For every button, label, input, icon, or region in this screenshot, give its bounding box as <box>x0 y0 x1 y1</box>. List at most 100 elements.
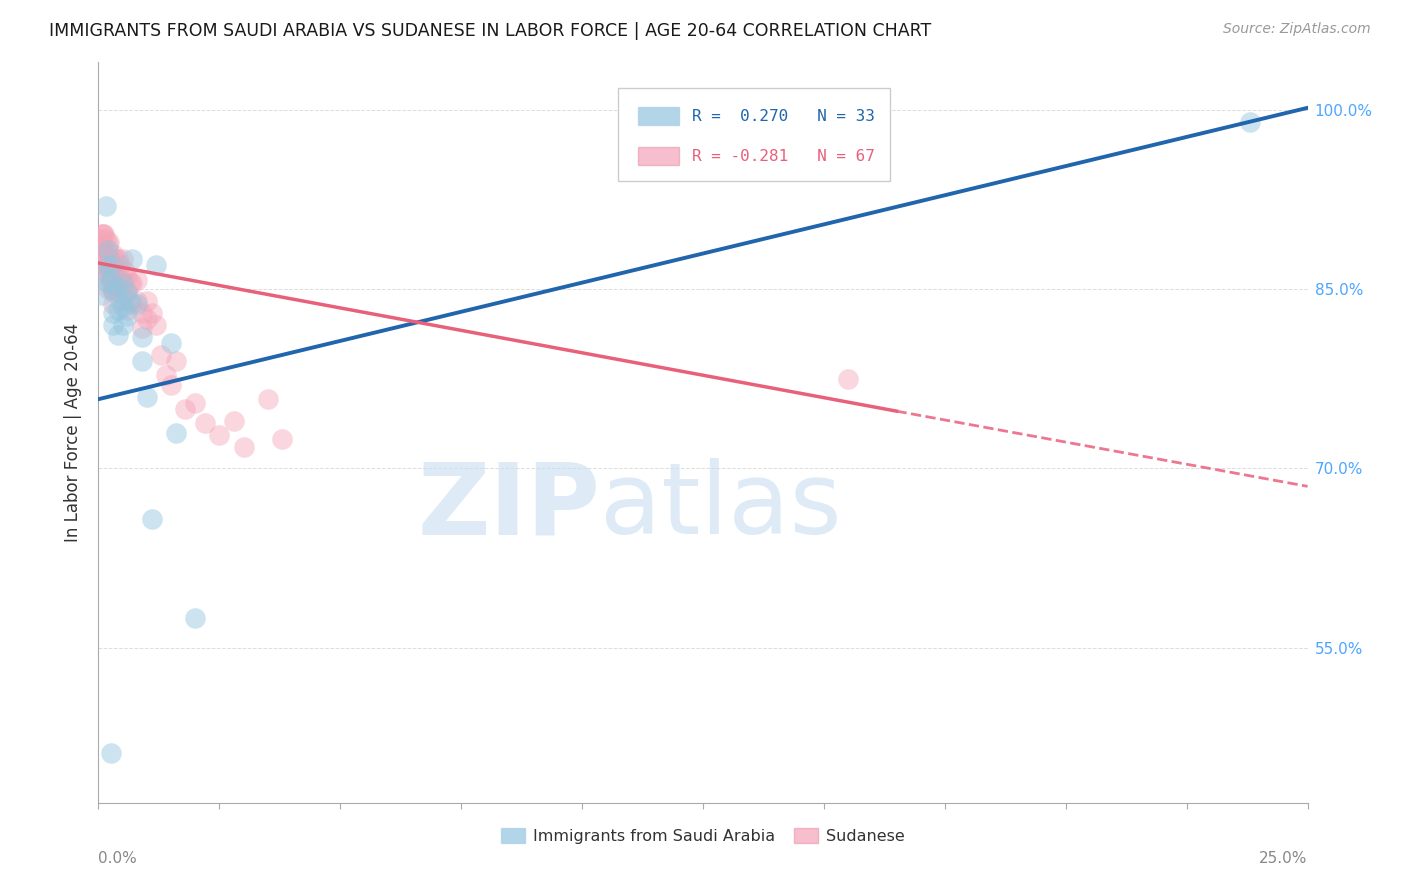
Point <box>118 277 141 291</box>
Point <box>94 232 117 246</box>
Point <box>97 259 120 273</box>
Point <box>222 414 245 428</box>
Point <box>121 252 143 267</box>
Point <box>104 280 127 294</box>
Point <box>94 249 117 263</box>
FancyBboxPatch shape <box>638 107 679 125</box>
Point <box>91 249 114 263</box>
Point <box>93 227 115 242</box>
Point <box>111 318 134 333</box>
Point <box>117 285 139 299</box>
Point <box>108 259 131 273</box>
Point <box>91 259 114 273</box>
Point <box>131 320 153 334</box>
Point <box>89 232 111 246</box>
Point <box>127 273 149 287</box>
Point <box>91 240 114 255</box>
Point <box>118 294 141 309</box>
Point <box>111 252 134 267</box>
Point <box>1239 115 1261 129</box>
Point <box>837 372 859 386</box>
Text: 0.0%: 0.0% <box>98 851 138 865</box>
Point <box>103 252 125 266</box>
Text: IMMIGRANTS FROM SAUDI ARABIA VS SUDANESE IN LABOR FORCE | AGE 20-64 CORRELATION : IMMIGRANTS FROM SAUDI ARABIA VS SUDANESE… <box>49 22 931 40</box>
Point <box>107 327 129 342</box>
Point <box>97 282 120 296</box>
Point <box>127 296 149 310</box>
Point <box>256 392 278 407</box>
Point <box>184 611 207 625</box>
Point <box>90 249 112 263</box>
Point <box>141 511 163 525</box>
Point <box>90 227 112 242</box>
Point <box>135 390 157 404</box>
Point <box>155 368 177 383</box>
Point <box>135 294 157 309</box>
Point <box>131 330 153 344</box>
Point <box>145 318 167 333</box>
Text: ZIP: ZIP <box>418 458 600 555</box>
Point <box>89 259 111 273</box>
Point <box>96 259 118 273</box>
Point <box>117 285 139 299</box>
Point <box>91 236 114 251</box>
Point <box>98 252 121 267</box>
Point <box>131 354 153 368</box>
Point <box>232 440 254 454</box>
Text: Source: ZipAtlas.com: Source: ZipAtlas.com <box>1223 22 1371 37</box>
Point <box>111 288 134 302</box>
Point <box>174 401 197 416</box>
Point <box>160 336 183 351</box>
Point <box>101 282 124 296</box>
Point <box>101 306 124 320</box>
Point <box>100 746 122 760</box>
Point <box>93 252 115 267</box>
Point <box>107 285 129 299</box>
FancyBboxPatch shape <box>619 88 890 181</box>
Point <box>104 264 127 278</box>
Point <box>91 268 114 282</box>
Point <box>107 280 129 294</box>
Point <box>91 288 114 302</box>
Point <box>111 273 134 287</box>
Point <box>135 312 157 326</box>
Point <box>89 246 111 260</box>
Point <box>117 302 139 317</box>
Point <box>121 277 143 291</box>
Point <box>165 425 187 440</box>
Point <box>101 285 124 299</box>
Point <box>94 268 117 282</box>
Legend: Immigrants from Saudi Arabia, Sudanese: Immigrants from Saudi Arabia, Sudanese <box>495 822 911 850</box>
Point <box>91 227 114 242</box>
Text: R =  0.270   N = 33: R = 0.270 N = 33 <box>692 109 875 124</box>
Point <box>271 432 294 446</box>
Point <box>111 277 134 291</box>
Point <box>107 252 129 267</box>
Point <box>121 296 143 310</box>
Y-axis label: In Labor Force | Age 20-64: In Labor Force | Age 20-64 <box>65 323 83 542</box>
Point <box>94 199 117 213</box>
Text: 25.0%: 25.0% <box>1260 851 1308 865</box>
Point <box>100 268 122 282</box>
Point <box>101 282 124 296</box>
Point <box>101 318 124 333</box>
Point <box>117 309 139 323</box>
Point <box>97 252 120 266</box>
Point <box>114 264 136 278</box>
Point <box>165 354 187 368</box>
Point <box>97 236 120 251</box>
Point <box>101 259 124 273</box>
Point <box>101 296 124 310</box>
Point <box>127 294 149 309</box>
Point <box>145 259 167 273</box>
Point <box>150 348 173 362</box>
Point <box>107 270 129 285</box>
Text: R = -0.281   N = 67: R = -0.281 N = 67 <box>692 149 875 164</box>
Point <box>107 302 129 317</box>
Point <box>208 428 231 442</box>
Point <box>90 243 112 257</box>
Point <box>97 268 120 282</box>
Point <box>97 243 120 257</box>
FancyBboxPatch shape <box>638 147 679 165</box>
Point <box>117 270 139 285</box>
